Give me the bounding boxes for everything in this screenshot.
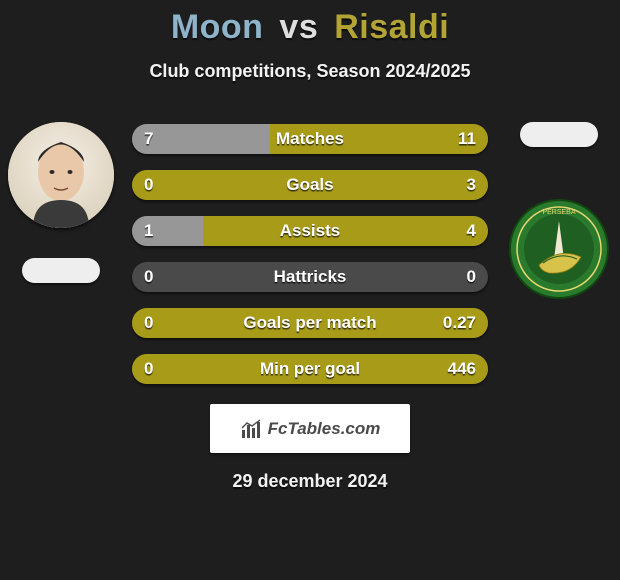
stat-label: Goals (132, 170, 488, 200)
stat-label: Min per goal (132, 354, 488, 384)
stat-row: Hattricks0 0 (132, 262, 488, 292)
stat-row: Matches7 11 (132, 124, 488, 154)
stat-label: Goals per match (132, 308, 488, 338)
stat-label: Hattricks (132, 262, 488, 292)
stat-value-right: 3 (467, 170, 476, 200)
stat-value-right: 0.27 (443, 308, 476, 338)
page-title: Moon vs Risaldi (0, 8, 620, 47)
comparison-card: Moon vs Risaldi Club competitions, Seaso… (0, 0, 620, 580)
stat-value-right: 11 (458, 124, 476, 154)
right-club-badge: PERSEBA (509, 199, 609, 299)
stat-label: Assists (132, 216, 488, 246)
left-player-avatar (8, 122, 114, 228)
right-club-pill (520, 122, 598, 147)
date-text: 29 december 2024 (0, 471, 620, 492)
stat-value-right: 446 (448, 354, 476, 384)
stat-row: Assists1 4 (132, 216, 488, 246)
stat-value-left: 0 (144, 262, 153, 292)
avatar-placeholder-icon (8, 122, 114, 228)
stat-label: Matches (132, 124, 488, 154)
subtitle: Club competitions, Season 2024/2025 (0, 61, 620, 82)
club-badge-icon: PERSEBA (509, 199, 609, 299)
stat-value-left: 1 (144, 216, 153, 246)
stat-value-right: 4 (467, 216, 476, 246)
right-player-column: PERSEBA (506, 122, 612, 299)
stat-row: Goals per match0 0.27 (132, 308, 488, 338)
stat-value-left: 0 (144, 308, 153, 338)
stat-value-left: 0 (144, 170, 153, 200)
title-player2: Risaldi (334, 8, 449, 46)
stat-value-left: 0 (144, 354, 153, 384)
stat-row: Goals0 3 (132, 170, 488, 200)
title-vs: vs (279, 8, 318, 46)
brand-logo-icon (240, 418, 262, 440)
brand-bar: FcTables.com (210, 404, 410, 453)
stats-panel: Matches711Goals03Assists14Hattricks00Goa… (132, 124, 488, 400)
left-club-pill (22, 258, 100, 283)
stat-value-right: 0 (467, 262, 476, 292)
title-player1: Moon (171, 8, 264, 46)
left-player-column (8, 122, 114, 283)
brand-text: FcTables.com (268, 419, 381, 439)
stat-value-left: 7 (144, 124, 153, 154)
badge-text: PERSEBA (542, 209, 575, 216)
stat-row: Min per goal0 446 (132, 354, 488, 384)
